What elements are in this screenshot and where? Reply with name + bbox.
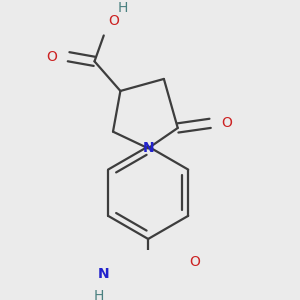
- Text: H: H: [93, 289, 104, 300]
- Text: O: O: [108, 14, 119, 28]
- Text: O: O: [189, 255, 200, 269]
- Text: O: O: [221, 116, 232, 130]
- Text: H: H: [118, 1, 128, 15]
- Text: O: O: [46, 50, 58, 64]
- Text: N: N: [142, 141, 154, 155]
- Text: N: N: [98, 267, 109, 281]
